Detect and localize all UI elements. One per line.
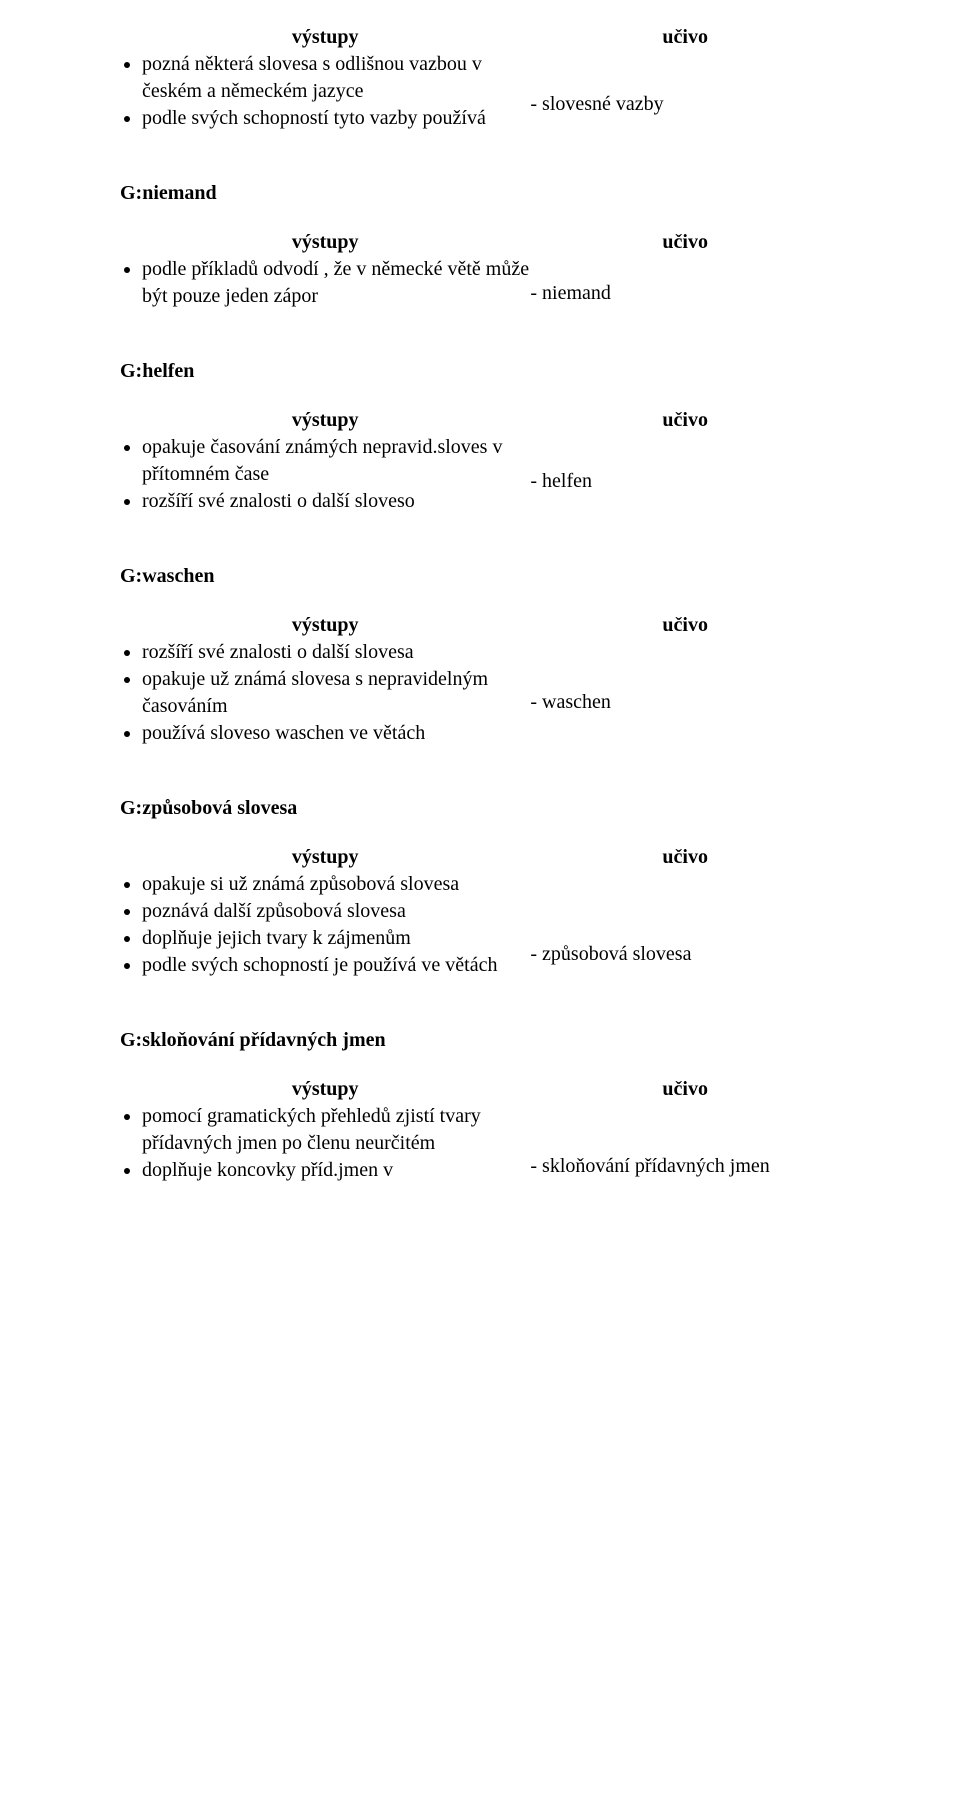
right-value: - helfen xyxy=(530,434,840,515)
table-row: opakuje časování známých nepravid.sloves… xyxy=(120,434,840,515)
list-item: podle příkladů odvodí , že v německé vět… xyxy=(142,256,530,310)
table-header: výstupy učivo xyxy=(120,1076,840,1103)
bullets: rozšíří své znalosti o další slovesa opa… xyxy=(120,639,530,747)
list-item: podle svých schopností je používá ve vět… xyxy=(142,952,530,979)
col-left-header: výstupy xyxy=(120,1076,530,1103)
col-left-header: výstupy xyxy=(120,844,530,871)
col-right-header: učivo xyxy=(530,229,840,256)
col-right-header: učivo xyxy=(530,1076,840,1103)
section-heading-waschen: G:waschen xyxy=(120,563,840,590)
list-item: poznává další způsobová slovesa xyxy=(142,898,530,925)
list-item: doplňuje jejich tvary k zájmenům xyxy=(142,925,530,952)
table-row: rozšíří své znalosti o další slovesa opa… xyxy=(120,639,840,747)
list-item: rozšíří své znalosti o další sloveso xyxy=(142,488,530,515)
list-item: doplňuje koncovky příd.jmen v xyxy=(142,1157,530,1184)
right-value: - způsobová slovesa xyxy=(530,871,840,979)
table-header: výstupy učivo xyxy=(120,407,840,434)
right-value: - waschen xyxy=(530,639,840,747)
col-left-header: výstupy xyxy=(120,229,530,256)
list-item: opakuje už známá slovesa s nepravidelným… xyxy=(142,666,530,720)
bullets: pomocí gramatických přehledů zjistí tvar… xyxy=(120,1103,530,1184)
list-item: pomocí gramatických přehledů zjistí tvar… xyxy=(142,1103,530,1157)
section-heading-helfen: G:helfen xyxy=(120,358,840,385)
table-header: výstupy učivo xyxy=(120,612,840,639)
list-item: podle svých schopností tyto vazby použív… xyxy=(142,105,530,132)
list-item: opakuje časování známých nepravid.sloves… xyxy=(142,434,530,488)
section-heading-niemand: G:niemand xyxy=(120,180,840,207)
table-header: výstupy učivo xyxy=(120,24,840,51)
table-row: pozná některá slovesa s odlišnou vazbou … xyxy=(120,51,840,132)
col-right-header: učivo xyxy=(530,24,840,51)
page: výstupy učivo pozná některá slovesa s od… xyxy=(0,0,960,1804)
col-left-header: výstupy xyxy=(120,612,530,639)
list-item: rozšíří své znalosti o další slovesa xyxy=(142,639,530,666)
col-right-header: učivo xyxy=(530,844,840,871)
list-item: pozná některá slovesa s odlišnou vazbou … xyxy=(142,51,530,105)
section-heading-sklonovani: G:skloňování přídavných jmen xyxy=(120,1027,840,1054)
right-value: - skloňování přídavných jmen xyxy=(530,1103,840,1184)
bullets: opakuje si už známá způsobová slovesa po… xyxy=(120,871,530,979)
col-right-header: učivo xyxy=(530,612,840,639)
table-header: výstupy učivo xyxy=(120,229,840,256)
table-row: opakuje si už známá způsobová slovesa po… xyxy=(120,871,840,979)
right-value: - niemand xyxy=(530,256,840,310)
col-right-header: učivo xyxy=(530,407,840,434)
section-heading-zpusobova: G:způsobová slovesa xyxy=(120,795,840,822)
table-header: výstupy učivo xyxy=(120,844,840,871)
table-row: pomocí gramatických přehledů zjistí tvar… xyxy=(120,1103,840,1184)
bullets: opakuje časování známých nepravid.sloves… xyxy=(120,434,530,515)
table-row: podle příkladů odvodí , že v německé vět… xyxy=(120,256,840,310)
list-item: používá sloveso waschen ve větách xyxy=(142,720,530,747)
bullets: podle příkladů odvodí , že v německé vět… xyxy=(120,256,530,310)
col-left-header: výstupy xyxy=(120,24,530,51)
col-left-header: výstupy xyxy=(120,407,530,434)
right-value: - slovesné vazby xyxy=(530,51,840,132)
list-item: opakuje si už známá způsobová slovesa xyxy=(142,871,530,898)
bullets: pozná některá slovesa s odlišnou vazbou … xyxy=(120,51,530,132)
